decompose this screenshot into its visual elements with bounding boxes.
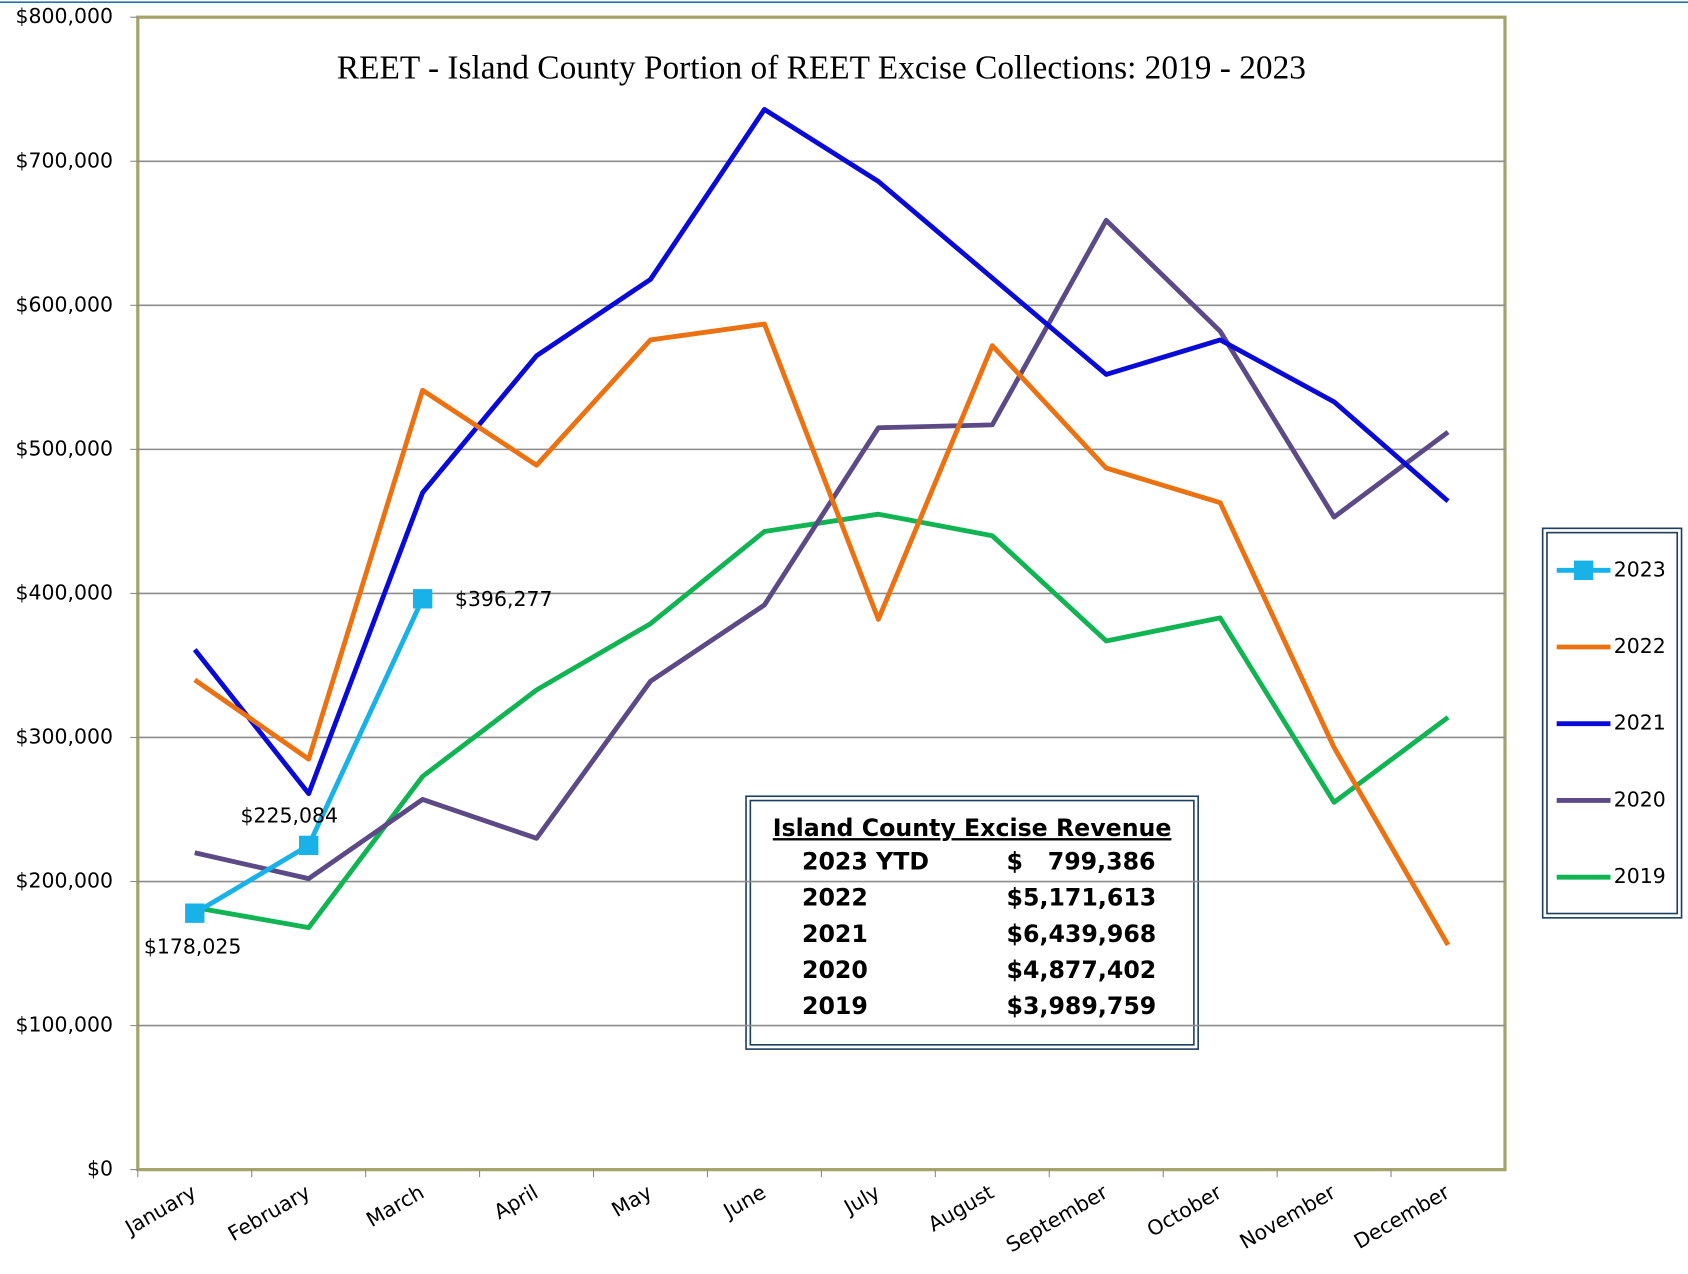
- y-tick-label: $100,000: [15, 1013, 113, 1037]
- table-cell: $4,877,402: [1007, 956, 1157, 984]
- y-tick-label: $0: [87, 1157, 113, 1181]
- table-frame: [745, 795, 1199, 1050]
- y-tick-label: $500,000: [15, 436, 113, 460]
- x-tick-label: March: [362, 1180, 428, 1232]
- legend-marker: [1573, 560, 1594, 580]
- summary-table: Island County Excise Revenue 2023 YTD $ 7…: [745, 795, 1199, 1050]
- y-tick-label: $600,000: [15, 292, 113, 316]
- y-tick-label: $800,000: [15, 4, 113, 28]
- x-tick-label: January: [119, 1180, 200, 1241]
- x-tick-label: May: [607, 1180, 656, 1222]
- table-cell: 2023 YTD: [802, 847, 929, 875]
- x-tick-label: July: [838, 1180, 884, 1220]
- legend-label: 2022: [1614, 634, 1666, 658]
- table-cell: 2019: [802, 992, 868, 1020]
- y-tick-label: $200,000: [15, 869, 113, 893]
- table-cell: $3,989,759: [1007, 992, 1157, 1020]
- marker: [299, 835, 319, 856]
- legend-label: 2019: [1614, 864, 1666, 888]
- table-frame: [749, 799, 1195, 1046]
- series-line: [192, 106, 1450, 797]
- y-tick-label: $300,000: [15, 724, 113, 748]
- marker: [185, 903, 205, 923]
- table-cell: $6,439,968: [1007, 920, 1157, 948]
- table-cell: 2021: [802, 920, 868, 948]
- x-tick-label: April: [490, 1180, 542, 1224]
- legend: 2023 2022 2021 2020 2019: [1541, 527, 1683, 919]
- y-tick-label: $400,000: [15, 580, 113, 604]
- chart-title: REET - Island County Portion of REET Exc…: [337, 50, 1306, 87]
- table-title: Island County Excise Revenue: [773, 814, 1172, 842]
- legend-label: 2021: [1614, 711, 1666, 735]
- x-tick-label: August: [924, 1180, 998, 1237]
- legend-label: 2020: [1614, 787, 1666, 811]
- data-label: $178,025: [144, 935, 242, 959]
- table-cell: 2022: [802, 884, 868, 912]
- data-label: $225,084: [241, 803, 339, 827]
- x-tick-label: November: [1235, 1180, 1340, 1254]
- table-cell: 2020: [802, 956, 868, 984]
- legend-frame: [1546, 531, 1679, 915]
- x-tick-label: October: [1143, 1180, 1226, 1242]
- series-line: [193, 321, 1451, 947]
- y-tick-label: $700,000: [15, 148, 113, 172]
- x-tick-label: June: [718, 1180, 770, 1224]
- x-tick-label: February: [224, 1180, 314, 1246]
- table-cell: $ 799,386: [1007, 847, 1156, 875]
- x-tick-label: September: [1002, 1180, 1112, 1258]
- x-tick-label: December: [1350, 1180, 1454, 1254]
- data-label: $396,277: [455, 587, 553, 611]
- legend-label: 2023: [1614, 557, 1666, 581]
- series-line: [194, 217, 1450, 882]
- marker: [412, 589, 433, 609]
- series-line: [194, 511, 1450, 931]
- table-cell: $5,171,613: [1007, 884, 1157, 912]
